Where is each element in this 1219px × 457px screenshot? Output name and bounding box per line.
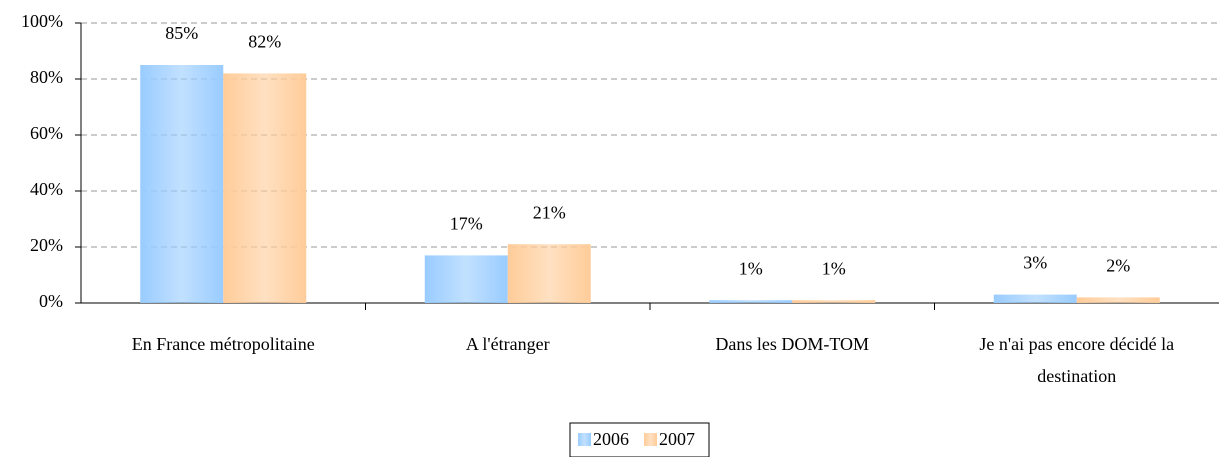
data-label: 2%: [1106, 256, 1130, 276]
y-tick-label: 40%: [30, 179, 63, 199]
legend-box: [569, 422, 710, 457]
data-label: 21%: [533, 202, 566, 222]
bar: [223, 73, 307, 304]
data-label: 3%: [1023, 253, 1047, 273]
x-tick-label: Je n'ai pas encore décidé la destination: [979, 334, 1175, 386]
bar: [140, 65, 224, 303]
bar: [1076, 297, 1160, 303]
legend-label: 2006: [593, 429, 629, 449]
data-label: 1%: [739, 258, 763, 278]
legend-swatch: [644, 433, 657, 446]
data-label: 1%: [822, 258, 846, 278]
y-tick-label: 0%: [39, 291, 63, 311]
y-tick-label: 80%: [30, 67, 63, 87]
bar: [709, 300, 793, 303]
x-tick-label: A l'étranger: [465, 334, 550, 354]
x-tick-label: Dans les DOM-TOM: [715, 334, 870, 354]
y-tick-label: 100%: [21, 11, 63, 31]
data-label: 85%: [165, 23, 198, 43]
x-tick-label: En France métropolitaine: [131, 334, 315, 354]
bar: [507, 244, 591, 303]
bar: [424, 255, 508, 303]
legend-label: 2007: [659, 429, 695, 449]
data-label: 17%: [450, 214, 483, 234]
bar: [993, 294, 1077, 303]
y-tick-label: 20%: [30, 235, 63, 255]
y-tick-label: 60%: [30, 123, 63, 143]
data-label: 82%: [248, 32, 281, 52]
legend-swatch: [578, 433, 591, 446]
bar: [792, 300, 876, 303]
